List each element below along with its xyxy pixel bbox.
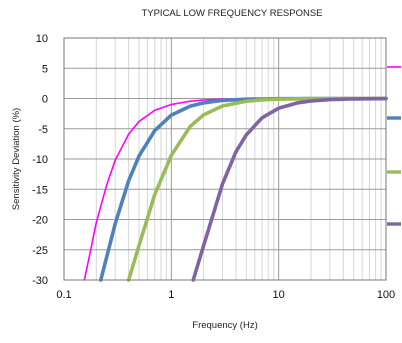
x-tick-label: 1 [168,289,174,301]
y-tick-label: -30 [32,275,48,287]
series-line-4 [191,96,388,282]
x-axis-label: Frequency (Hz) [192,320,257,331]
y-tick-label: -25 [32,245,48,257]
legend [387,66,401,226]
plot-area-frame [63,37,387,281]
x-tick-labels: 0.1 1 10 100 [56,289,395,301]
series-lines [83,96,388,282]
x-tick-label: 10 [273,289,285,301]
y-tick-label: 5 [42,63,48,75]
y-tick-label: -10 [32,154,48,166]
series-line-3 [126,96,388,282]
y-tick-label: -15 [32,184,48,196]
y-tick-label: 0 [42,94,48,106]
y-tick-labels: 10 5 0 -5 -10 -15 -20 -25 -30 [32,33,48,287]
x-tick-label: 100 [377,289,395,301]
y-tick-label: 10 [36,33,48,45]
y-tick-label: -20 [32,215,48,227]
y-tick-label: -5 [38,124,48,136]
grid-lines [63,37,386,281]
y-axis-label: Sensitivity Deviation (%) [11,108,22,210]
chart-title: TYPICAL LOW FREQUENCY RESPONSE [141,8,322,19]
x-tick-label: 0.1 [56,289,71,301]
